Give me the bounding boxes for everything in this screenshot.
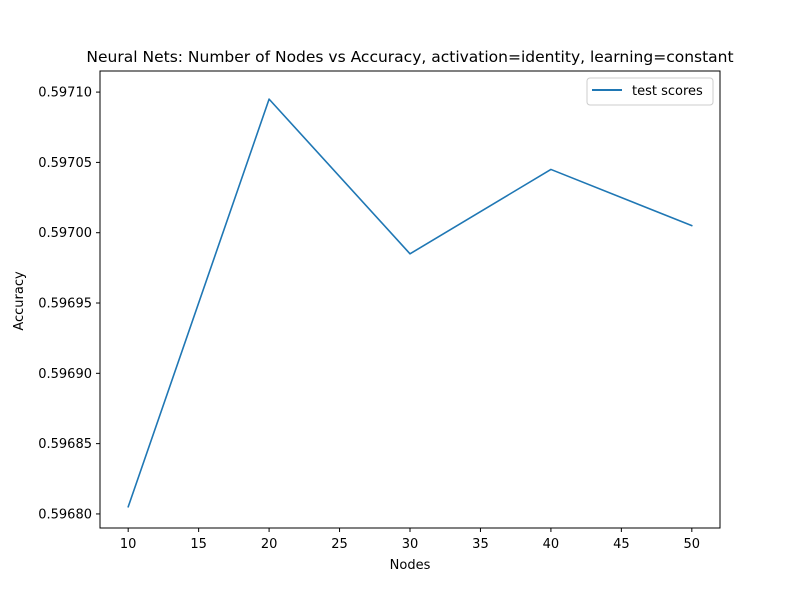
x-tick-label: 15 bbox=[190, 537, 207, 552]
y-tick-label: 0.59695 bbox=[38, 297, 92, 312]
y-tick-label: 0.59690 bbox=[38, 367, 92, 382]
x-tick-label: 50 bbox=[684, 537, 701, 552]
legend: test scores bbox=[586, 77, 714, 106]
series-line-test-scores bbox=[127, 98, 693, 508]
x-tick-label: 40 bbox=[543, 537, 560, 552]
legend-label: test scores bbox=[632, 84, 703, 99]
x-tick-label: 25 bbox=[331, 537, 348, 552]
plot-frame bbox=[99, 70, 721, 529]
x-tick-label: 45 bbox=[613, 537, 630, 552]
y-tick-label: 0.59680 bbox=[38, 507, 92, 522]
series-layer bbox=[127, 98, 693, 508]
y-tick-label: 0.59710 bbox=[38, 86, 92, 101]
y-axis: 0.59680 0.59685 0.59690 0.59695 0.59700 0.597… bbox=[38, 86, 100, 522]
x-axis: 10 15 20 25 30 35 40 45 50 bbox=[120, 528, 700, 552]
x-tick-label: 35 bbox=[472, 537, 489, 552]
y-axis-label: Accuracy bbox=[12, 271, 27, 331]
y-tick-label: 0.59700 bbox=[38, 226, 92, 241]
y-tick-label: 0.59685 bbox=[38, 437, 92, 452]
plot-area bbox=[99, 70, 721, 529]
x-tick-label: 30 bbox=[402, 537, 419, 552]
x-axis-label: Nodes bbox=[390, 558, 431, 573]
chart-title: Neural Nets: Number of Nodes vs Accuracy… bbox=[86, 48, 733, 66]
y-tick-label: 0.59705 bbox=[38, 156, 92, 171]
legend-box bbox=[586, 77, 714, 106]
x-tick-label: 10 bbox=[120, 537, 137, 552]
x-tick-label: 20 bbox=[261, 537, 278, 552]
